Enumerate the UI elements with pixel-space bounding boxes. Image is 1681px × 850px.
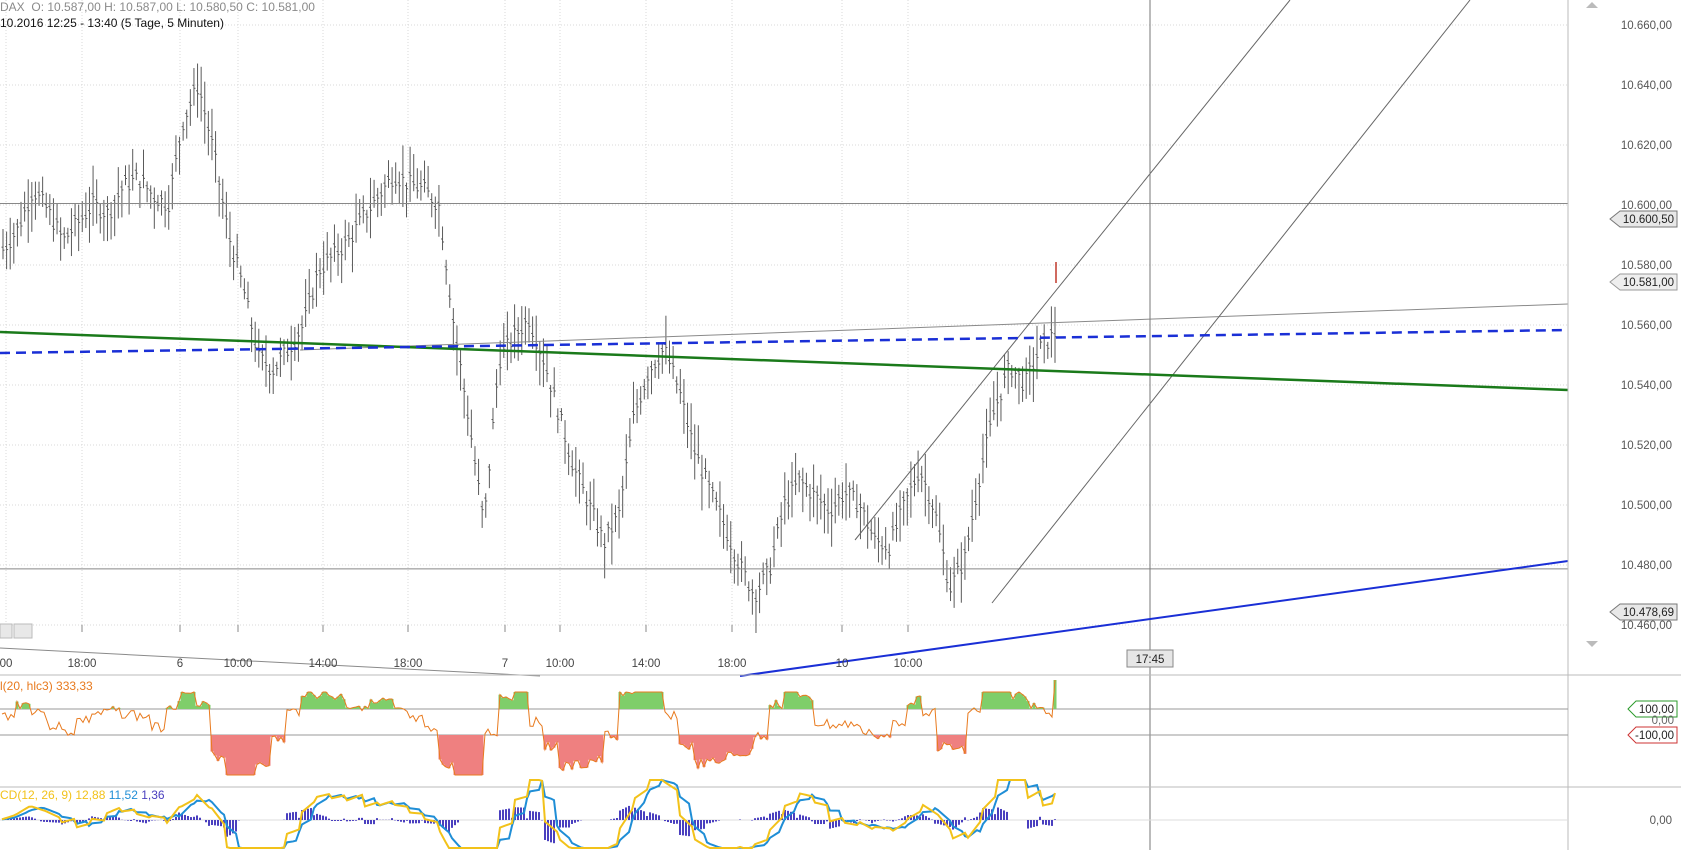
ohlc-header: DAX O: 10.587,00 H: 10.587,00 L: 10.580,…: [0, 0, 315, 14]
cci-zero-label: 0,00: [1652, 715, 1674, 727]
time-tick-label: 18:00: [68, 658, 97, 670]
tag-box: [1609, 210, 1678, 228]
pan-icon: [13, 623, 33, 639]
time-tick-label: 7: [502, 658, 508, 670]
price-tick-label: 10.460,00: [1621, 620, 1672, 632]
scroll-down-icon: [1586, 641, 1598, 647]
crosshair-time-tag: 17:45: [1126, 649, 1174, 668]
time-tick-label: 10:00: [894, 658, 923, 670]
channel-lower: [991, 0, 1471, 604]
cci-panel: l(20, hlc3) 333,33 100,000,00 -100,00: [0, 679, 1678, 776]
tag-label: 10.581,00: [1623, 277, 1674, 289]
tag-box: [1126, 649, 1174, 668]
macd-panel: 0,00 CD(12, 26, 9) 12,88 11,52 1,36: [0, 778, 1672, 849]
time-tick-label: 10:00: [224, 658, 253, 670]
price-tick-label: 10.640,00: [1621, 80, 1672, 92]
trend-lines: [0, 0, 1569, 850]
time-tick-label: 10: [836, 658, 849, 670]
upper-hline-tag: 10.600,50: [1609, 210, 1678, 228]
cci-minus100-tag: -100,00: [1627, 726, 1678, 744]
price-tick-label: 10.660,00: [1621, 20, 1672, 32]
gray-trendline: [299, 303, 1569, 351]
grid-lines: [0, 0, 1568, 626]
time-tick-label: 18:00: [718, 658, 747, 670]
crosshair-time-label: 17:45: [1136, 654, 1165, 666]
tag-label: -100,00: [1635, 730, 1674, 742]
price-tick-label: 10.540,00: [1621, 380, 1672, 392]
cci-100-tag: 100,00: [1627, 700, 1678, 718]
price-tick-label: 10.520,00: [1621, 440, 1672, 452]
price-tick-label: 10.480,00: [1621, 560, 1672, 572]
green-trendline: [0, 330, 1569, 392]
macd-zero-label: 0,00: [1650, 815, 1672, 827]
scroll-up-icon: [1586, 2, 1598, 8]
time-tick-label: 18:00: [394, 658, 423, 670]
time-tick-label: 00: [0, 658, 12, 670]
time-tick-label: 14:00: [632, 658, 661, 670]
last-price-tag: 10.581,00: [1609, 273, 1678, 291]
tag-box: [1627, 700, 1678, 718]
channel-upper: [854, 0, 1291, 541]
lower-hline-tag: 10.478,69: [1609, 603, 1678, 621]
symbol-label: DAX: [0, 0, 25, 14]
macd-label: CD(12, 26, 9) 12,88 11,52 1,36: [0, 788, 165, 802]
gray-trendline-lower: [0, 647, 541, 677]
tag-box: [1609, 273, 1678, 291]
time-tick-label: 6: [177, 658, 183, 670]
ohlc-values: O: 10.587,00 H: 10.587,00 L: 10.580,50 C…: [31, 0, 315, 14]
macd-line: [1, 779, 1056, 849]
tag-label: 10.478,69: [1623, 607, 1674, 619]
price-tick-label: 10.600,00: [1621, 200, 1672, 212]
price-bars: [1, 63, 1057, 633]
blue-dashed-trendline: [0, 328, 1569, 355]
cci-label: l(20, hlc3) 333,33: [0, 679, 93, 693]
tag-label: 100,00: [1639, 704, 1674, 716]
tag-box: [1609, 603, 1678, 621]
tag-label: 10.600,50: [1623, 214, 1674, 226]
time-tick-label: 10:00: [546, 658, 575, 670]
zoom-icon: [0, 623, 13, 639]
time-tick-label: 14:00: [309, 658, 338, 670]
cci-line: [1, 679, 1056, 776]
tag-box: [1627, 726, 1678, 744]
price-tick-label: 10.620,00: [1621, 140, 1672, 152]
range-header: 10.2016 12:25 - 13:40 (5 Tage, 5 Minuten…: [0, 16, 224, 30]
price-tick-label: 10.560,00: [1621, 320, 1672, 332]
price-tick-label: 10.580,00: [1621, 260, 1672, 272]
price-tick-label: 10.500,00: [1621, 500, 1672, 512]
blue-trendline: [739, 560, 1569, 677]
price-tags: 17:45 10.600,50 10.581,00 10.478,69: [1126, 210, 1678, 668]
